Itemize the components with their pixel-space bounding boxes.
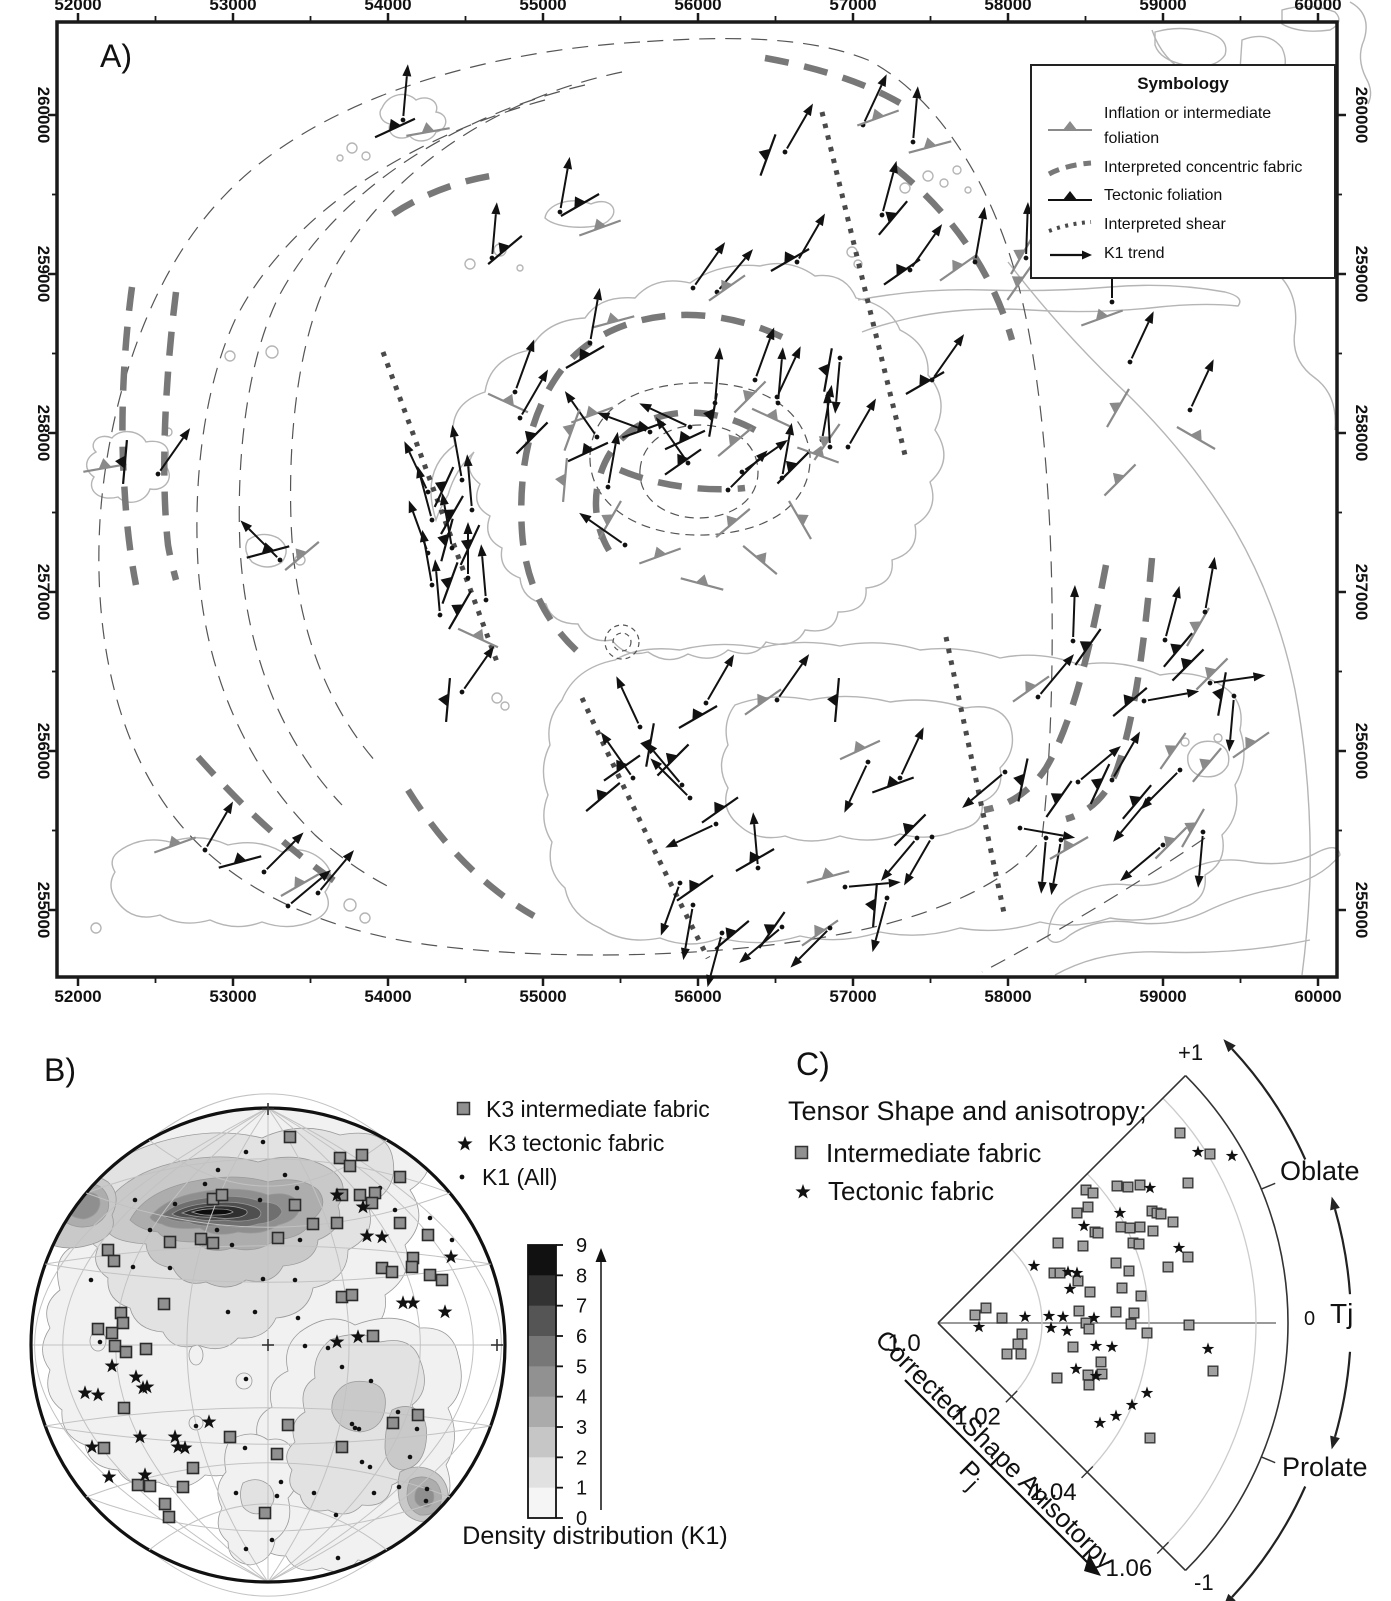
legend-row-k3-tectonic: K3 tectonic fabric bbox=[456, 1126, 710, 1160]
svg-text:259000: 259000 bbox=[34, 246, 53, 303]
legend-row-tectonic-fabric: Tectonic fabric bbox=[794, 1172, 1041, 1210]
concentric-fabric-arcs bbox=[119, 54, 1156, 919]
interpretation-dashed-lines bbox=[98, 37, 1206, 973]
legend-row-concentric-fabric: Interpreted concentric fabric bbox=[1032, 154, 1334, 183]
density-contours bbox=[42, 1109, 462, 1572]
svg-text:60000: 60000 bbox=[1294, 987, 1341, 1006]
legend-row-k3-intermediate: K3 intermediate fabric bbox=[456, 1092, 710, 1126]
tj-axis-name: Tj bbox=[1330, 1298, 1354, 1329]
stereonet-graticule bbox=[29, 1093, 507, 1597]
tensor-legend: Intermediate fabric Tectonic fabric bbox=[794, 1134, 1041, 1210]
panel-a-label: A) bbox=[100, 38, 132, 74]
svg-text:53000: 53000 bbox=[209, 0, 256, 14]
svg-text:54000: 54000 bbox=[364, 0, 411, 14]
map-frame: 52000 52000 53000 53000 54000 54000 55000 55000… bbox=[34, 0, 1371, 1006]
svg-text:1: 1 bbox=[576, 1478, 587, 1500]
black-star-icon bbox=[795, 1183, 811, 1198]
tensor-title: Tensor Shape and anisotropy; bbox=[788, 1096, 1147, 1126]
svg-text:259000: 259000 bbox=[1352, 246, 1371, 303]
svg-text:1.06: 1.06 bbox=[1106, 1555, 1153, 1582]
svg-text:57000: 57000 bbox=[829, 987, 876, 1006]
svg-text:57000: 57000 bbox=[829, 0, 876, 14]
dotted-line-icon bbox=[1048, 219, 1092, 233]
legend-row-intermediate-foliation: Inflation or intermediate foliation bbox=[1032, 100, 1334, 154]
svg-text:53000: 53000 bbox=[209, 987, 256, 1006]
gray-square-icon bbox=[794, 1145, 809, 1160]
svg-text:56000: 56000 bbox=[674, 0, 721, 14]
tensor-wedge-plot: 1.0 1.02 1.04 1.06 bbox=[887, 1039, 1352, 1601]
arrow-icon bbox=[1050, 250, 1092, 260]
map-symbols bbox=[83, 64, 1270, 988]
gray-foliation-icon bbox=[1048, 120, 1092, 131]
map-canvas: 52000 52000 53000 53000 54000 54000 55000 55000… bbox=[34, 0, 1372, 1006]
shear-dotted-lines bbox=[380, 111, 1007, 960]
svg-text:6: 6 bbox=[576, 1326, 587, 1348]
legend-row-intermediate-fabric: Intermediate fabric bbox=[794, 1134, 1041, 1172]
colorbar-label: Density distribution (K1) bbox=[462, 1522, 728, 1550]
legend-row-k1-all: K1 (All) bbox=[456, 1160, 710, 1194]
panel-c-label: C) bbox=[796, 1046, 830, 1082]
svg-text:58000: 58000 bbox=[984, 0, 1031, 14]
svg-text:1.0: 1.0 bbox=[887, 1330, 920, 1357]
svg-text:60000: 60000 bbox=[1294, 0, 1341, 14]
svg-text:0: 0 bbox=[576, 1508, 587, 1530]
symbology-legend: Symbology Inflation or intermediate foli… bbox=[1030, 64, 1336, 279]
svg-text:3: 3 bbox=[576, 1417, 587, 1439]
svg-text:258000: 258000 bbox=[34, 405, 53, 462]
svg-text:260000: 260000 bbox=[1352, 87, 1371, 144]
svg-text:55000: 55000 bbox=[519, 0, 566, 14]
legend-row-tectonic-foliation: Tectonic foliation bbox=[1032, 182, 1334, 211]
svg-text:58000: 58000 bbox=[984, 987, 1031, 1006]
legend-row-k1-trend: K1 trend bbox=[1032, 240, 1334, 269]
svg-text:59000: 59000 bbox=[1139, 0, 1186, 14]
svg-text:52000: 52000 bbox=[54, 987, 101, 1006]
svg-text:257000: 257000 bbox=[1352, 564, 1371, 621]
legend-row-interpreted-shear: Interpreted shear bbox=[1032, 211, 1334, 240]
svg-text:54000: 54000 bbox=[364, 987, 411, 1006]
svg-text:56000: 56000 bbox=[674, 987, 721, 1006]
svg-text:59000: 59000 bbox=[1139, 987, 1186, 1006]
svg-text:52000: 52000 bbox=[54, 0, 101, 14]
svg-text:256000: 256000 bbox=[34, 723, 53, 780]
svg-text:5: 5 bbox=[576, 1356, 587, 1378]
symbology-title: Symbology bbox=[1137, 74, 1229, 93]
svg-text:4: 4 bbox=[576, 1387, 587, 1409]
gray-dash-icon bbox=[1047, 160, 1092, 177]
tj-zero-label: 0 bbox=[1304, 1308, 1316, 1330]
svg-text:255000: 255000 bbox=[34, 882, 53, 939]
stereonet-legend: K3 intermediate fabric K3 tectonic fabri… bbox=[456, 1092, 710, 1194]
bottom-panels-canvas: 0 1 2 3 4 5 6 7 8 9 1.0 1.02 1.04 1.06 bbox=[29, 1039, 1352, 1601]
svg-text:9: 9 bbox=[576, 1235, 587, 1257]
svg-text:255000: 255000 bbox=[1352, 882, 1371, 939]
svg-text:260000: 260000 bbox=[34, 87, 53, 144]
tj-plus-one-label: +1 bbox=[1178, 1040, 1204, 1065]
svg-text:8: 8 bbox=[576, 1265, 587, 1287]
black-star-icon bbox=[457, 1135, 473, 1150]
dot-icon bbox=[459, 1174, 465, 1180]
svg-text:55000: 55000 bbox=[519, 987, 566, 1006]
black-foliation-icon bbox=[1048, 190, 1092, 201]
stereonet-points bbox=[77, 1130, 459, 1561]
panel-b-label: B) bbox=[44, 1052, 76, 1088]
svg-text:258000: 258000 bbox=[1352, 405, 1371, 462]
svg-text:2: 2 bbox=[576, 1447, 587, 1469]
svg-text:256000: 256000 bbox=[1352, 723, 1371, 780]
svg-text:1.04: 1.04 bbox=[1030, 1479, 1077, 1506]
svg-text:1.02: 1.02 bbox=[954, 1404, 1001, 1431]
prolate-label: Prolate bbox=[1282, 1452, 1368, 1482]
gray-square-icon bbox=[456, 1101, 471, 1116]
oblate-label: Oblate bbox=[1280, 1156, 1360, 1186]
tj-minus-one-label: -1 bbox=[1194, 1570, 1214, 1595]
svg-text:257000: 257000 bbox=[34, 564, 53, 621]
density-colorbar: 0 1 2 3 4 5 6 7 8 9 bbox=[527, 1235, 607, 1530]
svg-text:7: 7 bbox=[576, 1296, 587, 1318]
